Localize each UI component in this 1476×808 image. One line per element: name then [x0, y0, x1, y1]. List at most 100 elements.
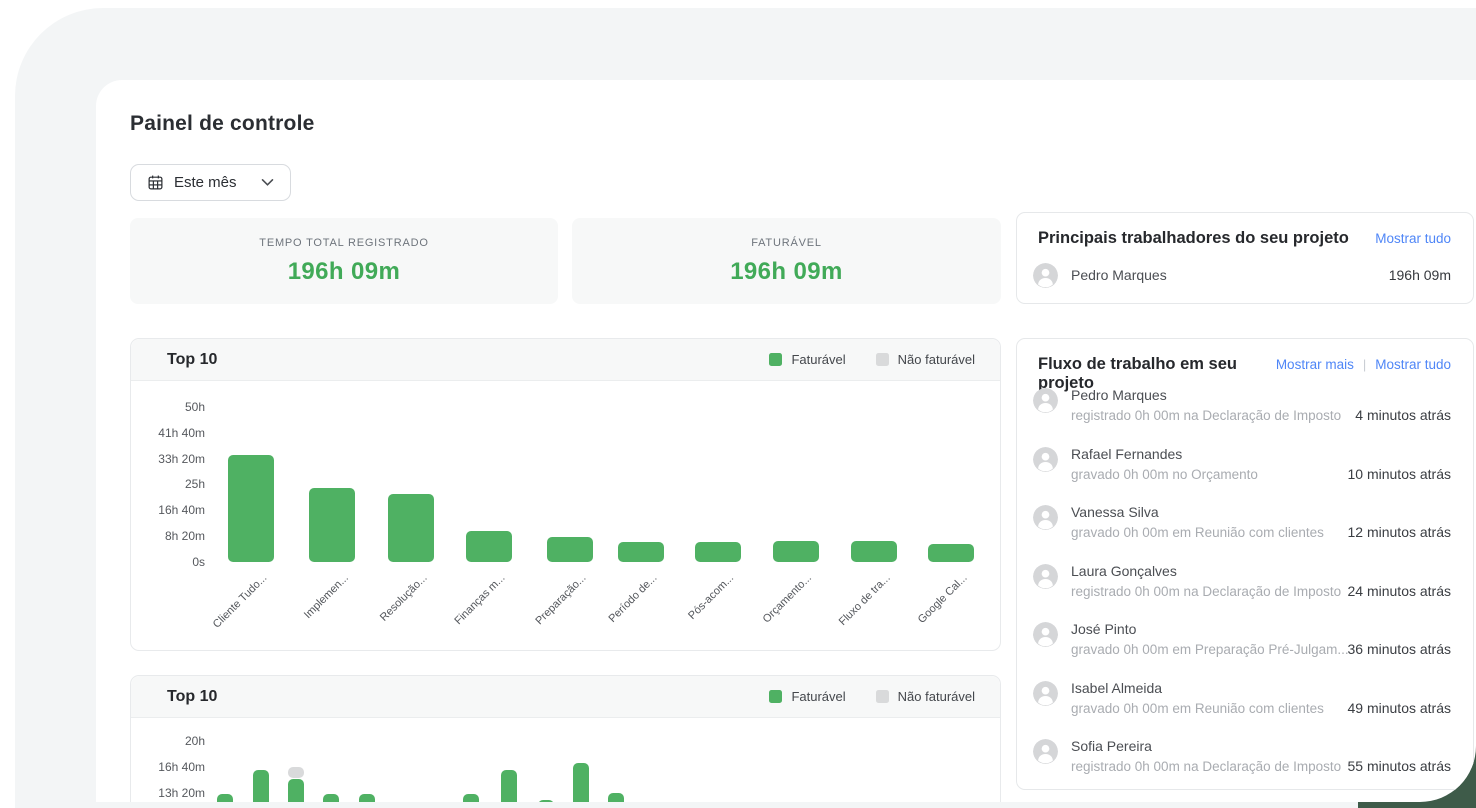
- avatar: [1033, 262, 1058, 288]
- x-axis-label: Período de...: [606, 572, 660, 626]
- activity-time-ago: 36 minutos atrás: [1347, 641, 1452, 657]
- link-separator: |: [1362, 357, 1367, 372]
- bar-faturavel[interactable]: [359, 794, 375, 802]
- activity-item[interactable]: Pedro Marques registrado 0h 00m na Declar…: [1033, 386, 1451, 438]
- avatar: [1033, 388, 1058, 413]
- activity-item[interactable]: Laura Gonçalves registrado 0h 00m na Decl…: [1033, 562, 1451, 614]
- workflow-title: Fluxo de trabalho em seu projeto: [1038, 355, 1237, 392]
- activity-time-ago: 12 minutos atrás: [1347, 524, 1452, 540]
- x-axis-label: Pós-acom...: [686, 572, 737, 622]
- bar-faturavel[interactable]: [217, 794, 233, 802]
- bar-faturavel[interactable]: [309, 488, 355, 562]
- bar-faturavel[interactable]: [538, 799, 554, 802]
- legend-item-billable[interactable]: Faturável: [769, 352, 846, 367]
- bar-faturavel[interactable]: [501, 770, 517, 802]
- x-axis-label: Google Cal...: [915, 572, 970, 626]
- chart-header: Top 10 Faturável Não faturável: [131, 339, 1000, 381]
- activity-time-ago: 4 minutos atrás: [1355, 407, 1451, 423]
- activity-description: registrado 0h 00m na Declaração de Impos…: [1071, 408, 1342, 423]
- worker-row[interactable]: Pedro Marques 196h 09m: [1033, 261, 1451, 289]
- workflow-panel: Fluxo de trabalho em seu projeto Mostrar…: [1016, 338, 1474, 790]
- y-axis-tick: 0s: [192, 554, 205, 569]
- stat-label: FATURÁVEL: [751, 236, 822, 249]
- legend-swatch-gray: [875, 353, 889, 366]
- legend-item-nonbillable[interactable]: Não faturável: [875, 352, 975, 367]
- chart-legend: Faturável Não faturável: [769, 689, 975, 704]
- bar-faturavel[interactable]: [288, 779, 304, 802]
- bar-faturavel[interactable]: [618, 541, 664, 562]
- stat-value: 196h 09m: [730, 257, 843, 285]
- chart-legend: Faturável Não faturável: [769, 352, 975, 367]
- bar-faturavel[interactable]: [928, 543, 974, 562]
- activity-time-ago: 24 minutos atrás: [1347, 582, 1452, 599]
- top-workers-panel: Principais trabalhadores do seu projeto …: [1016, 212, 1474, 304]
- legend-item-billable[interactable]: Faturável: [769, 689, 846, 704]
- activity-item[interactable]: Isabel Almeida gravado 0h 00m em Reunião …: [1033, 679, 1451, 731]
- legend-swatch-green: [769, 353, 783, 366]
- legend-item-nonbillable[interactable]: Não faturável: [875, 689, 975, 704]
- activity-description: gravado 0h 00m em Reunião com clientes: [1071, 525, 1324, 540]
- avatar: [1033, 622, 1058, 647]
- y-axis-tick: 25h: [184, 477, 205, 492]
- activity-user-name: Laura Gonçalves: [1071, 562, 1177, 579]
- activity-user-name: Pedro Marques: [1071, 387, 1167, 403]
- activity-user-name: Isabel Almeida: [1071, 679, 1163, 696]
- x-axis-label: Implemen...: [301, 572, 351, 622]
- y-axis-tick: 50h: [184, 400, 205, 414]
- activity-time-ago: 55 minutos atrás: [1347, 758, 1452, 774]
- bar-faturavel[interactable]: [547, 536, 593, 562]
- bar-faturavel[interactable]: [773, 540, 819, 562]
- activity-item[interactable]: José Pinto gravado 0h 00m em Preparação P…: [1033, 620, 1451, 672]
- stat-billable: FATURÁVEL 196h 09m: [572, 218, 1001, 304]
- top-workers-show-all-link[interactable]: Mostrar tudo: [1375, 231, 1451, 246]
- workflow-show-all-link[interactable]: Mostrar tudo: [1375, 357, 1451, 372]
- y-axis-tick: 16h 40m: [158, 760, 205, 774]
- bar-faturavel[interactable]: [228, 454, 274, 562]
- top-workers-title: Principais trabalhadores do seu projeto: [1038, 229, 1349, 247]
- bar-faturavel[interactable]: [253, 770, 269, 802]
- chart-title: Top 10: [167, 687, 218, 705]
- activity-description: registrado 0h 00m na Declaração de Impos…: [1071, 583, 1342, 599]
- legend-swatch-green: [769, 690, 783, 703]
- avatar: [1033, 739, 1058, 764]
- bar-faturavel[interactable]: [573, 763, 589, 802]
- activity-item[interactable]: Vanessa Silva gravado 0h 00m em Reunião c…: [1033, 503, 1451, 555]
- activity-item[interactable]: Rafael Fernandes gravado 0h 00m no Orçame…: [1033, 445, 1451, 497]
- y-axis-tick: 8h 20m: [164, 529, 205, 543]
- avatar: [1033, 446, 1058, 472]
- y-axis-tick: 33h 20m: [158, 451, 205, 466]
- activity-description: gravado 0h 00m em Reunião com clientes: [1071, 700, 1324, 716]
- top10-chart-card-1: Top 10 Faturável Não faturável 50h 41h 40…: [130, 338, 1001, 651]
- bar-faturavel[interactable]: [466, 531, 512, 562]
- chevron-down-icon: [261, 178, 274, 187]
- legend-swatch-gray: [875, 690, 889, 703]
- workflow-show-more-link[interactable]: Mostrar mais: [1275, 357, 1354, 372]
- stat-value: 196h 09m: [287, 257, 401, 285]
- date-range-dropdown[interactable]: Este mês: [130, 164, 291, 201]
- x-axis-label: Cliente Tudo...: [210, 572, 270, 631]
- bar-faturavel[interactable]: [323, 794, 339, 802]
- activity-user-name: Vanessa Silva: [1071, 504, 1159, 520]
- y-axis-tick: 13h 20m: [158, 786, 205, 800]
- activity-item[interactable]: Sofia Pereira registrado 0h 00m na Declar…: [1033, 737, 1451, 789]
- activity-user-name: Sofia Pereira: [1071, 738, 1152, 754]
- chart-header: Top 10 Faturável Não faturável: [131, 676, 1000, 718]
- activity-description: gravado 0h 00m no Orçamento: [1071, 466, 1258, 482]
- top10-chart-card-2: Top 10 Faturável Não faturável 20h 16h 40…: [130, 675, 1001, 802]
- x-axis-label: Fluxo de tra...: [836, 572, 893, 629]
- stat-total-time: TEMPO TOTAL REGISTRADO 196h 09m: [130, 218, 558, 304]
- bar-faturavel[interactable]: [695, 541, 741, 562]
- x-axis-label: Resolução...: [377, 572, 430, 624]
- bar-faturavel[interactable]: [463, 794, 479, 802]
- bar-faturavel[interactable]: [388, 493, 434, 562]
- bar-faturavel[interactable]: [851, 540, 897, 562]
- activity-user-name: Rafael Fernandes: [1071, 445, 1183, 462]
- x-axis-label: Orçamento...: [761, 572, 815, 626]
- bar-faturavel[interactable]: [608, 792, 624, 802]
- bar-nao-faturavel[interactable]: [288, 766, 304, 779]
- worker-time: 196h 09m: [1388, 267, 1451, 283]
- dashboard-card: Painel de controle Este mês TEMPO TOTAL …: [96, 80, 1476, 802]
- page-title: Painel de controle: [130, 112, 315, 135]
- activity-user-name: José Pinto: [1071, 621, 1137, 637]
- avatar: [1033, 680, 1058, 706]
